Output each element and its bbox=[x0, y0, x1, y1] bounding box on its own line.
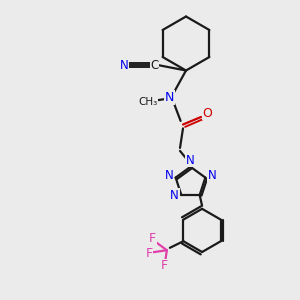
Text: N: N bbox=[208, 169, 216, 182]
Text: N: N bbox=[185, 154, 194, 167]
Text: N: N bbox=[165, 91, 174, 104]
Text: N: N bbox=[120, 58, 129, 72]
Text: N: N bbox=[165, 169, 173, 182]
Text: CH₃: CH₃ bbox=[138, 97, 158, 107]
Text: O: O bbox=[203, 106, 212, 120]
Text: N: N bbox=[170, 188, 179, 202]
Text: C: C bbox=[150, 58, 159, 72]
Text: F: F bbox=[161, 259, 168, 272]
Text: F: F bbox=[145, 247, 152, 260]
Text: F: F bbox=[149, 232, 156, 245]
